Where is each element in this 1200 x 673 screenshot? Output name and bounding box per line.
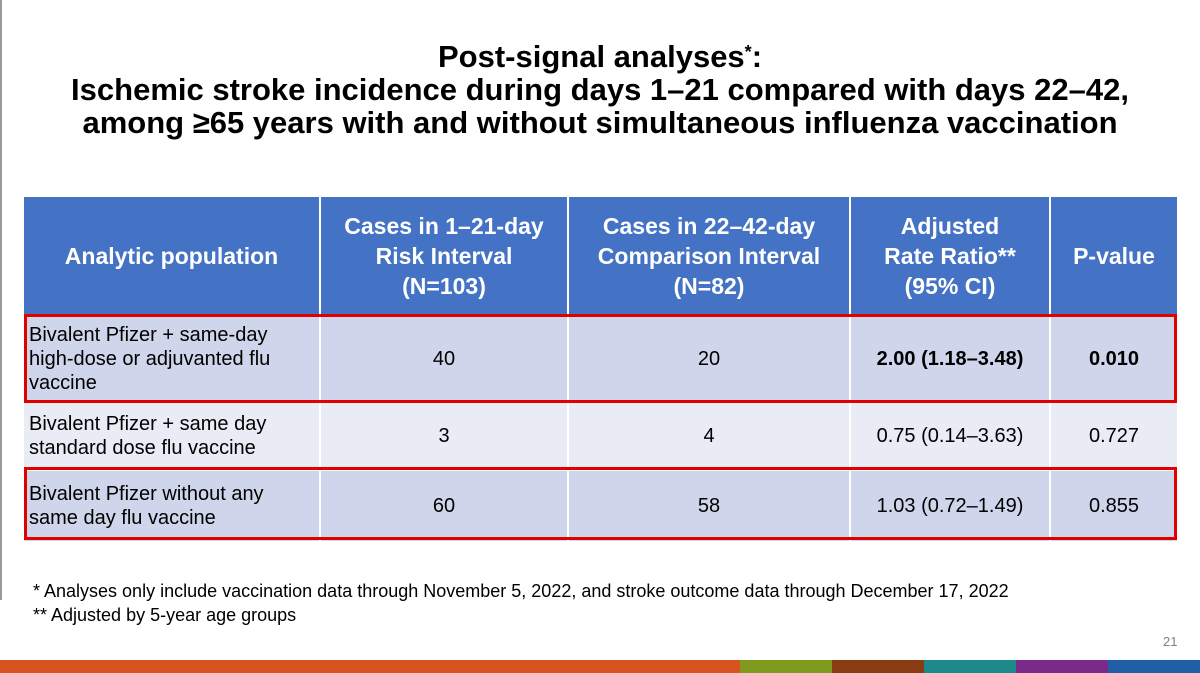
cases-risk-cell: 40 [320, 315, 569, 403]
page-number: 21 [1163, 634, 1178, 649]
footer-color-bar [0, 660, 1200, 673]
footer-segment [1016, 660, 1108, 673]
slide-title: Post-signal analyses*: Ischemic stroke i… [0, 40, 1200, 139]
title-footnote-mark: * [744, 42, 752, 62]
title-line-1: Post-signal analyses*: [437, 39, 763, 74]
header-p-value: P-value [1050, 197, 1177, 317]
header-adjusted-rate-ratio: Adjusted Rate Ratio** (95% CI) [850, 197, 1051, 317]
rate-ratio-cell: 2.00 (1.18–3.48) [850, 315, 1051, 403]
cases-comparison-cell: 58 [568, 470, 851, 543]
footer-segment [924, 660, 1016, 673]
p-value-cell: 0.010 [1050, 315, 1177, 403]
rate-ratio-cell: 1.03 (0.72–1.49) [850, 470, 1051, 543]
footnote-1: * Analyses only include vaccination data… [33, 581, 1009, 601]
population-cell: Bivalent Pfizer without any same day flu … [24, 470, 321, 543]
population-cell: Bivalent Pfizer + same day standard dose … [24, 402, 321, 471]
p-value-cell: 0.855 [1050, 470, 1177, 543]
footer-segment [740, 660, 832, 673]
slide-left-edge [0, 0, 2, 600]
header-cases-risk-interval: Cases in 1–21-day Risk Interval (N=103) [320, 197, 569, 317]
table-row: Bivalent Pfizer + same-day high-dose or a… [24, 315, 1177, 403]
table-row: Bivalent Pfizer without any same day flu … [24, 470, 1177, 543]
title-line-3: among ≥65 years with and without simulta… [82, 105, 1118, 140]
population-cell: Bivalent Pfizer + same-day high-dose or a… [24, 315, 321, 403]
rate-ratio-cell: 0.75 (0.14–3.63) [850, 402, 1051, 471]
footer-segment [0, 660, 740, 673]
footnotes: * Analyses only include vaccination data… [33, 579, 1009, 627]
footer-segment [1108, 660, 1200, 673]
title-line-2: Ischemic stroke incidence during days 1–… [71, 72, 1129, 107]
results-table-container: Analytic population Cases in 1–21-day Ris… [24, 197, 1177, 543]
table-header-row: Analytic population Cases in 1–21-day Ris… [24, 197, 1177, 317]
results-table: Analytic population Cases in 1–21-day Ris… [24, 197, 1177, 543]
header-cases-comparison-interval: Cases in 22–42-day Comparison Interval (N=… [568, 197, 851, 317]
cases-comparison-cell: 20 [568, 315, 851, 403]
p-value-cell: 0.727 [1050, 402, 1177, 471]
cases-risk-cell: 3 [320, 402, 569, 471]
footer-segment [832, 660, 924, 673]
table-row: Bivalent Pfizer + same day standard dose … [24, 402, 1177, 471]
footnote-2: ** Adjusted by 5-year age groups [33, 605, 297, 625]
header-analytic-population: Analytic population [24, 197, 321, 317]
cases-comparison-cell: 4 [568, 402, 851, 471]
cases-risk-cell: 60 [320, 470, 569, 543]
